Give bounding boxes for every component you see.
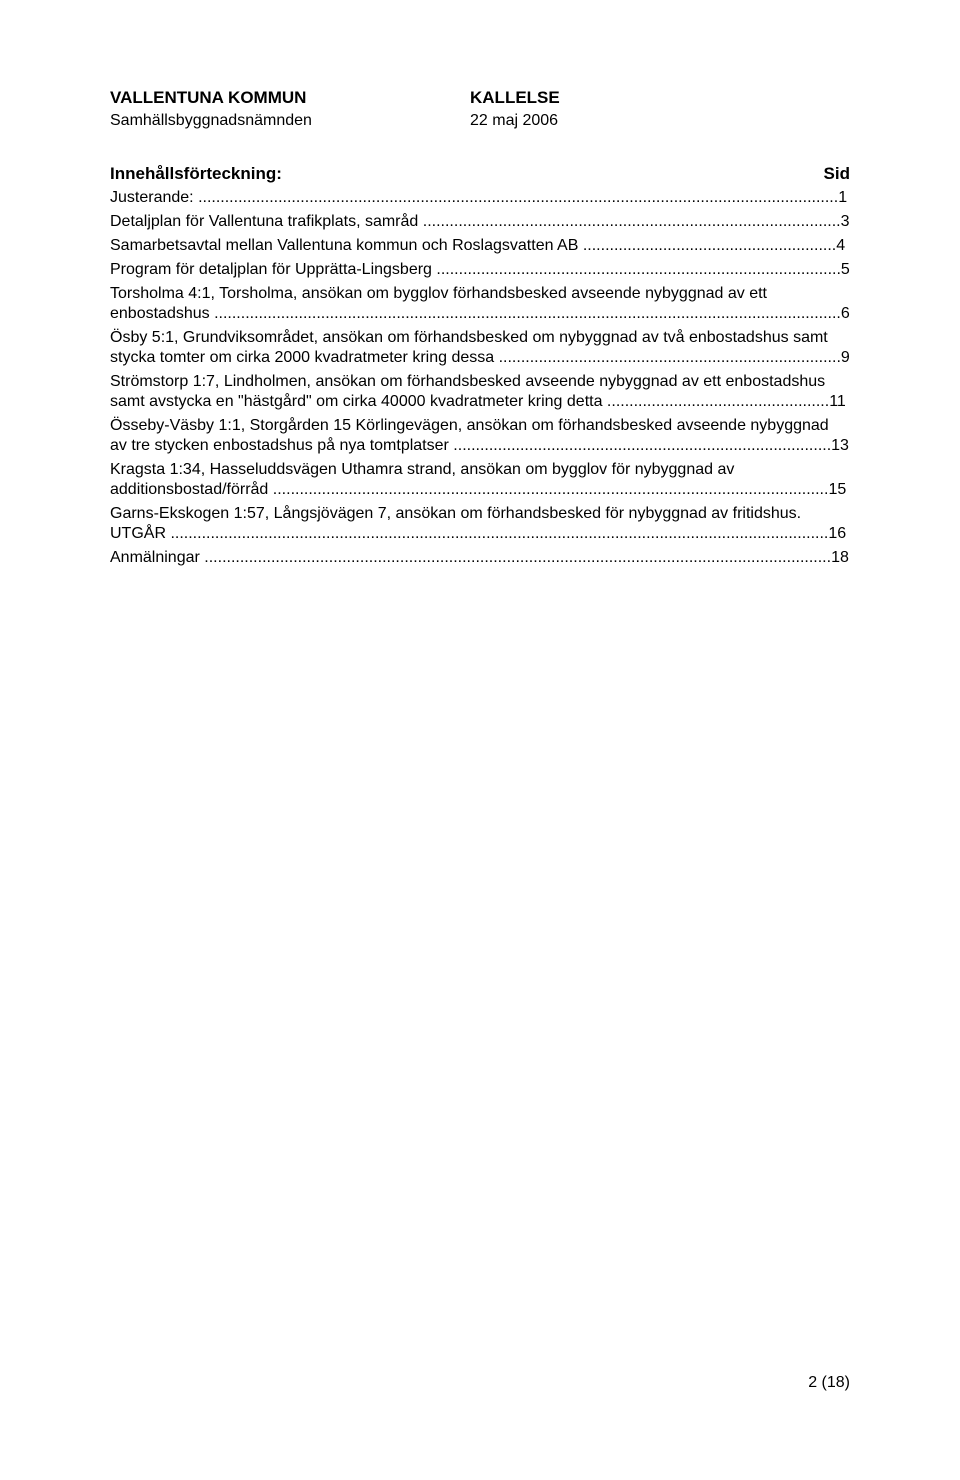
toc-entry-label-line: Anmälningar <box>110 549 204 566</box>
toc-entry-leader: ........................................… <box>273 481 829 498</box>
toc-entry-page: 9 <box>841 349 850 366</box>
toc-entry-label-line: Torsholma 4:1, Torsholma, ansökan om byg… <box>110 285 767 302</box>
toc-entry-label-line: Strömstorp 1:7, Lindholmen, ansökan om f… <box>110 373 825 390</box>
toc-entry-label-line: Samarbetsavtal mellan Vallentuna kommun … <box>110 237 583 254</box>
toc-entry-label-line: UTGÅR <box>110 525 170 542</box>
toc-entry-label-line: samt avstycka en "hästgård" om cirka 400… <box>110 393 607 410</box>
toc-entry-page: 4 <box>836 237 845 254</box>
toc-entry-label-line: Kragsta 1:34, Hasseluddsvägen Uthamra st… <box>110 461 734 478</box>
toc-entry: Strömstorp 1:7, Lindholmen, ansökan om f… <box>110 372 850 412</box>
toc-entry: Torsholma 4:1, Torsholma, ansökan om byg… <box>110 284 850 324</box>
toc-entry: Samarbetsavtal mellan Vallentuna kommun … <box>110 236 850 256</box>
toc-entry: Program för detaljplan för Upprätta-Ling… <box>110 260 850 280</box>
toc-entry-label-line: Program för detaljplan för Upprätta-Ling… <box>110 261 436 278</box>
toc-entry-label-line: Detaljplan för Vallentuna trafikplats, s… <box>110 213 423 230</box>
toc-entry-leader: ........................................… <box>170 525 828 542</box>
toc-entry-page: 13 <box>831 437 849 454</box>
toc-entry-page: 11 <box>829 393 846 410</box>
toc-entry-label-line: av tre stycken enbostadshus på nya tomtp… <box>110 437 453 454</box>
header-row: VALLENTUNA KOMMUN KALLELSE <box>110 88 850 108</box>
toc-entry-leader: ........................................… <box>198 189 838 206</box>
toc-entry-page: 18 <box>831 549 849 566</box>
toc-entry-leader: ........................................… <box>204 549 831 566</box>
header-org: VALLENTUNA KOMMUN <box>110 88 470 108</box>
toc-entry-page: 5 <box>841 261 850 278</box>
page-footer: 2 (18) <box>808 1374 850 1392</box>
toc-entry: Justerande: ............................… <box>110 188 850 208</box>
toc-title: Innehållsförteckning: <box>110 164 282 184</box>
toc-entry-page: 1 <box>838 189 847 206</box>
toc-entry-label-line: stycka tomter om cirka 2000 kvadratmeter… <box>110 349 499 366</box>
toc-entry-page: 6 <box>841 305 850 322</box>
toc-entry-label-line: additionsbostad/förråd <box>110 481 273 498</box>
page-indicator: 2 (18) <box>808 1374 850 1391</box>
document-page: VALLENTUNA KOMMUN KALLELSE Samhällsbyggn… <box>0 0 960 568</box>
toc-entry: Detaljplan för Vallentuna trafikplats, s… <box>110 212 850 232</box>
header-doc-type: KALLELSE <box>470 88 560 108</box>
toc-entry: Garns-Ekskogen 1:57, Långsjövägen 7, ans… <box>110 504 850 544</box>
subheader-date: 22 maj 2006 <box>470 112 558 130</box>
toc-entry-label-line: enbostadshus <box>110 305 214 322</box>
toc-list: Justerande: ............................… <box>110 188 850 568</box>
toc-entry-page: 16 <box>828 525 846 542</box>
toc-column-label: Sid <box>824 164 850 184</box>
toc-entry: Anmälningar ............................… <box>110 548 850 568</box>
toc-entry-leader: ........................................… <box>499 349 841 366</box>
toc-entry-leader: ........................................… <box>423 213 841 230</box>
toc-entry: Kragsta 1:34, Hasseluddsvägen Uthamra st… <box>110 460 850 500</box>
toc-entry-leader: ........................................… <box>214 305 841 322</box>
toc-entry-leader: ........................................… <box>453 437 831 454</box>
toc-entry-leader: ........................................… <box>436 261 841 278</box>
toc-entry: Ösby 5:1, Grundviksområdet, ansökan om f… <box>110 328 850 368</box>
toc-entry-page: 3 <box>841 213 850 230</box>
toc-entry-page: 15 <box>828 481 846 498</box>
toc-entry-leader: ........................................… <box>583 237 836 254</box>
toc-entry-label-line: Justerande: <box>110 189 198 206</box>
toc-entry-leader: ........................................… <box>607 393 829 410</box>
toc-entry: Össeby-Väsby 1:1, Storgården 15 Körlinge… <box>110 416 850 456</box>
subheader-committee: Samhällsbyggnadsnämnden <box>110 112 470 130</box>
toc-entry-label-line: Össeby-Väsby 1:1, Storgården 15 Körlinge… <box>110 417 829 434</box>
toc-entry-label-line: Ösby 5:1, Grundviksområdet, ansökan om f… <box>110 329 828 346</box>
toc-heading-row: Innehållsförteckning: Sid <box>110 164 850 184</box>
toc-entry-label-line: Garns-Ekskogen 1:57, Långsjövägen 7, ans… <box>110 505 801 522</box>
subheader-row: Samhällsbyggnadsnämnden 22 maj 2006 <box>110 112 850 130</box>
